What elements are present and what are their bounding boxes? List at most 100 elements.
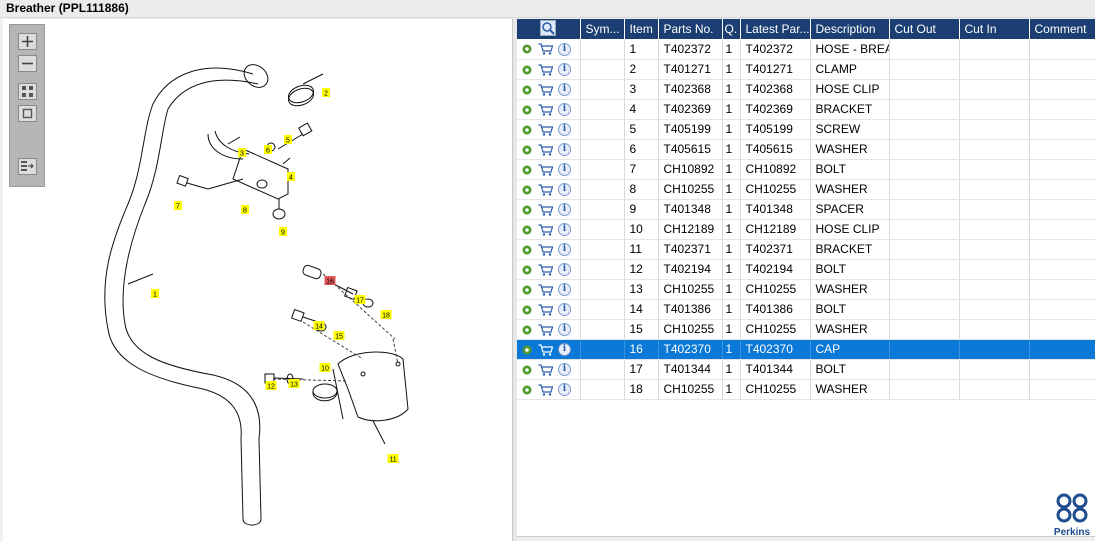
gear-icon[interactable] [521,164,533,176]
gear-icon[interactable] [521,324,533,336]
gear-icon[interactable] [521,124,533,136]
gear-icon[interactable] [521,364,533,376]
callout-17[interactable]: 17 [354,295,366,305]
info-icon[interactable]: i [558,83,571,97]
cart-icon[interactable] [538,324,554,336]
cart-icon[interactable] [538,244,554,256]
gear-icon[interactable] [521,244,533,256]
info-icon[interactable]: i [558,123,571,137]
cart-icon[interactable] [538,344,554,356]
table-row[interactable]: i 15 CH10255 1 CH10255 WASHER [517,319,1095,340]
gear-icon[interactable] [521,104,533,116]
info-icon[interactable]: i [558,343,571,357]
table-row[interactable]: i 9 T401348 1 T401348 SPACER [517,199,1095,220]
cart-icon[interactable] [538,64,554,76]
info-icon[interactable]: i [558,63,571,77]
column-header-latest-part[interactable]: Latest Par... [740,19,811,39]
callout-15[interactable]: 15 [333,331,345,341]
table-row[interactable]: i 6 T405615 1 T405615 WASHER [517,139,1095,160]
info-icon[interactable]: i [558,283,571,297]
callout-13[interactable]: 13 [288,379,300,389]
callout-14[interactable]: 14 [313,321,325,331]
fit-view-button[interactable] [18,83,37,100]
table-row[interactable]: i 17 T401344 1 T401344 BOLT [517,359,1095,380]
callout-11[interactable]: 11 [387,454,399,464]
gear-icon[interactable] [521,204,533,216]
callout-6[interactable]: 6 [264,145,272,155]
info-icon[interactable]: i [558,42,571,56]
actual-size-button[interactable] [18,105,37,122]
info-icon[interactable]: i [558,223,571,237]
cart-icon[interactable] [538,84,554,96]
table-row[interactable]: i 18 CH10255 1 CH10255 WASHER [517,379,1095,400]
callout-7[interactable]: 7 [174,201,182,211]
gear-icon[interactable] [521,304,533,316]
cart-icon[interactable] [538,224,554,236]
zoom-in-button[interactable] [18,33,37,50]
info-icon[interactable]: i [558,243,571,257]
table-row[interactable]: i 13 CH10255 1 CH10255 WASHER [517,279,1095,300]
column-header-comment[interactable]: Comment [1029,19,1095,39]
cart-icon[interactable] [538,184,554,196]
callout-9[interactable]: 9 [279,227,287,237]
callout-5[interactable]: 5 [284,135,292,145]
table-row[interactable]: i 3 T402368 1 T402368 HOSE CLIP [517,79,1095,100]
info-icon[interactable]: i [558,383,571,397]
callout-4[interactable]: 4 [287,172,295,182]
cart-icon[interactable] [538,284,554,296]
callout-1[interactable]: 1 [151,289,159,299]
table-row[interactable]: i 16 T402370 1 T402370 CAP [517,339,1095,360]
info-icon[interactable]: i [558,103,571,117]
gear-icon[interactable] [521,184,533,196]
column-header-symbol[interactable]: Sym... [580,19,625,39]
table-row[interactable]: i 10 CH12189 1 CH12189 HOSE CLIP [517,219,1095,240]
zoom-out-button[interactable] [18,55,37,72]
gear-icon[interactable] [521,144,533,156]
table-row[interactable]: i 8 CH10255 1 CH10255 WASHER [517,179,1095,200]
info-icon[interactable]: i [558,303,571,317]
column-header-item[interactable]: Item [624,19,659,39]
info-icon[interactable]: i [558,203,571,217]
gear-icon[interactable] [521,384,533,396]
cart-icon[interactable] [538,124,554,136]
gear-icon[interactable] [521,43,533,55]
cart-icon[interactable] [538,364,554,376]
exploded-diagram-panel[interactable]: 1 2 3 4 5 6 7 8 9 10 11 12 13 14 15 16 17 18 [3,19,513,541]
info-icon[interactable]: i [558,363,571,377]
gear-icon[interactable] [521,84,533,96]
callout-2[interactable]: 2 [322,88,330,98]
info-icon[interactable]: i [558,143,571,157]
column-header-actions[interactable] [517,19,581,39]
gear-icon[interactable] [521,224,533,236]
column-header-cut-out[interactable]: Cut Out [889,19,960,39]
table-row[interactable]: i 11 T402371 1 T402371 BRACKET [517,239,1095,260]
callout-18[interactable]: 18 [380,310,392,320]
gear-icon[interactable] [521,64,533,76]
table-row[interactable]: i 14 T401386 1 T401386 BOLT [517,299,1095,320]
search-parts-icon[interactable] [540,19,557,36]
callout-3[interactable]: 3 [238,148,246,158]
callout-16[interactable]: 16 [324,276,336,286]
info-icon[interactable]: i [558,323,571,337]
callout-12[interactable]: 12 [265,381,277,391]
column-header-cut-in[interactable]: Cut In [959,19,1030,39]
column-header-description[interactable]: Description [810,19,890,39]
cart-icon[interactable] [538,304,554,316]
gear-icon[interactable] [521,264,533,276]
table-row[interactable]: i 7 CH10892 1 CH10892 BOLT [517,159,1095,180]
column-header-part-no[interactable]: Parts No. [658,19,723,39]
cart-icon[interactable] [538,204,554,216]
info-icon[interactable]: i [558,163,571,177]
cart-icon[interactable] [538,43,554,56]
cart-icon[interactable] [538,164,554,176]
callout-8[interactable]: 8 [241,205,249,215]
horizontal-scrollbar[interactable] [517,536,1095,541]
table-row[interactable]: i 5 T405199 1 T405199 SCREW [517,119,1095,140]
info-icon[interactable]: i [558,263,571,277]
table-row[interactable]: i 12 T402194 1 T402194 BOLT [517,259,1095,280]
gear-icon[interactable] [521,284,533,296]
column-header-qty[interactable]: Q. [722,19,741,39]
export-button[interactable] [18,158,37,175]
